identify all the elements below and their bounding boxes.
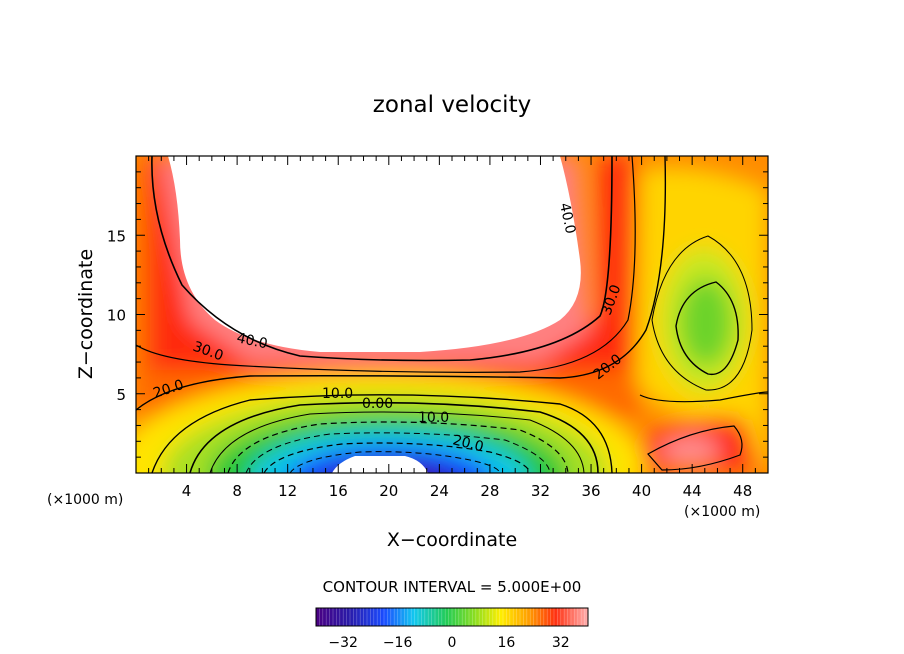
colorbar-tick-label: −32 <box>328 635 358 651</box>
x-tick-labels: 4 8 12 16 20 24 28 32 36 40 44 48 <box>182 482 752 500</box>
contour-label: 40.0 <box>235 330 269 352</box>
contour-10 <box>151 394 613 473</box>
x-tick-label: 12 <box>278 482 297 500</box>
contour-interval-text: CONTOUR INTERVAL = 5.000E+00 <box>323 578 582 596</box>
contour-label: 20.0 <box>451 432 485 455</box>
contour-0 <box>189 401 599 473</box>
contour-neg10 <box>227 421 569 473</box>
contour-label: 40.0 <box>556 202 578 236</box>
colorbar-tick-label: 16 <box>497 635 515 651</box>
x-tick-label: 4 <box>182 482 192 500</box>
x-axis-label: X−coordinate <box>387 529 517 551</box>
y-axis-label: Z−coordinate <box>75 249 97 379</box>
contour-green-loop <box>675 281 739 376</box>
contour-neg25 <box>289 451 501 473</box>
colorbar-tick-labels: −32 −16 0 16 32 <box>328 635 569 651</box>
y-tick-label: 10 <box>107 307 126 325</box>
x-tick-label: 44 <box>683 482 702 500</box>
contour-label: 0.00 <box>362 396 393 412</box>
y-tick-label: 5 <box>116 386 126 404</box>
contour-20-right <box>639 391 768 403</box>
y-tick-labels: 5 10 15 <box>107 227 126 404</box>
contour-neg20 <box>263 442 531 473</box>
y-tick-label: 15 <box>107 227 126 245</box>
colorbar-stripes <box>319 608 585 626</box>
contour-labels: 40.0 30.0 20.0 10.0 0.00 10.0 20.0 40.0 … <box>151 202 625 456</box>
contour-lowright <box>647 425 743 471</box>
contour-label: 10.0 <box>418 410 449 426</box>
colorbar-tick-label: −16 <box>383 635 413 651</box>
contour-neg5 <box>209 411 585 473</box>
x-unit-label-right: (×1000 m) <box>684 504 760 520</box>
colorbar: −32 −16 0 16 32 <box>315 607 589 651</box>
saturated-region-top <box>168 156 581 352</box>
field-pink-lowright <box>660 436 720 464</box>
x-tick-label: 36 <box>581 482 600 500</box>
colorbar-fill <box>316 608 588 626</box>
contour-20 <box>136 156 667 411</box>
field-cyan-low <box>251 430 529 473</box>
x-tick-label: 40 <box>632 482 651 500</box>
x-tick-label: 16 <box>329 482 348 500</box>
field-green-right <box>680 278 732 366</box>
x-unit-label-left: (×1000 m) <box>47 492 123 508</box>
contour-label: 10.0 <box>322 386 353 402</box>
saturated-region-bottom <box>332 456 428 473</box>
x-tick-label: 24 <box>430 482 449 500</box>
contour-lines <box>136 156 768 473</box>
contour-30 <box>136 156 636 373</box>
chart-title: zonal velocity <box>373 92 531 118</box>
x-tick-label: 28 <box>480 482 499 500</box>
x-tick-label: 8 <box>232 482 242 500</box>
contour-yellow-loop <box>651 235 753 391</box>
plot-area: 40.0 30.0 20.0 10.0 0.00 10.0 20.0 40.0 … <box>136 156 768 473</box>
colorbar-frame <box>315 607 589 627</box>
x-tick-label: 20 <box>379 482 398 500</box>
x-tick-label: 32 <box>531 482 550 500</box>
x-tick-label: 48 <box>733 482 752 500</box>
colorbar-tick-label: 32 <box>552 635 570 651</box>
colorbar-tick-label: 0 <box>448 635 457 651</box>
contour-40-left <box>151 156 613 362</box>
axis-ticks <box>136 156 768 473</box>
